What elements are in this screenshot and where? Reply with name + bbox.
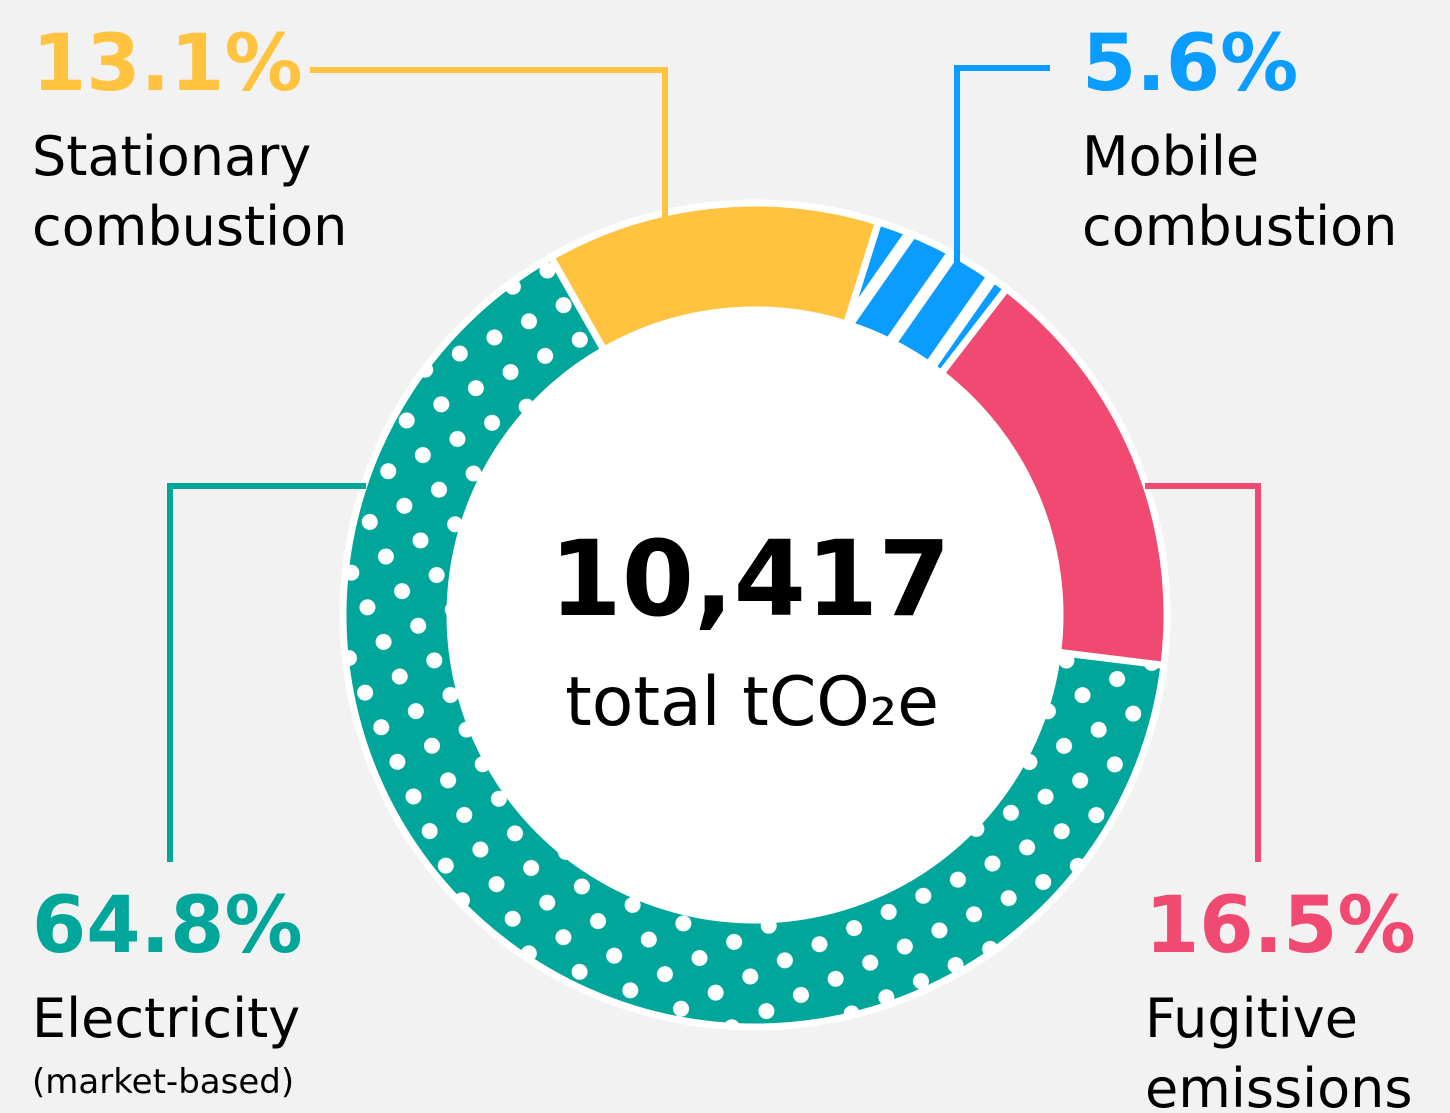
leader-line [167, 483, 366, 862]
donut-segment [339, 252, 1168, 1031]
category-label: Electricity [32, 987, 300, 1050]
value-label: 5.6% [1082, 19, 1298, 109]
leader-line [1145, 483, 1261, 862]
category-label: Mobile combustion [1082, 125, 1397, 258]
value-label: 13.1% [32, 19, 303, 109]
leader-line [954, 65, 1050, 272]
category-label: Fugitive emissions [1145, 987, 1413, 1113]
leader-line [310, 67, 668, 222]
value-label: 64.8% [32, 881, 303, 971]
category-label: Stationary combustion [32, 125, 347, 258]
center-label: total tCO₂e [565, 663, 939, 742]
donut-hole [450, 310, 1060, 920]
category-note: (market-based) [32, 1062, 294, 1102]
value-label: 16.5% [1145, 881, 1416, 971]
total-value: 10,417 [549, 518, 950, 640]
